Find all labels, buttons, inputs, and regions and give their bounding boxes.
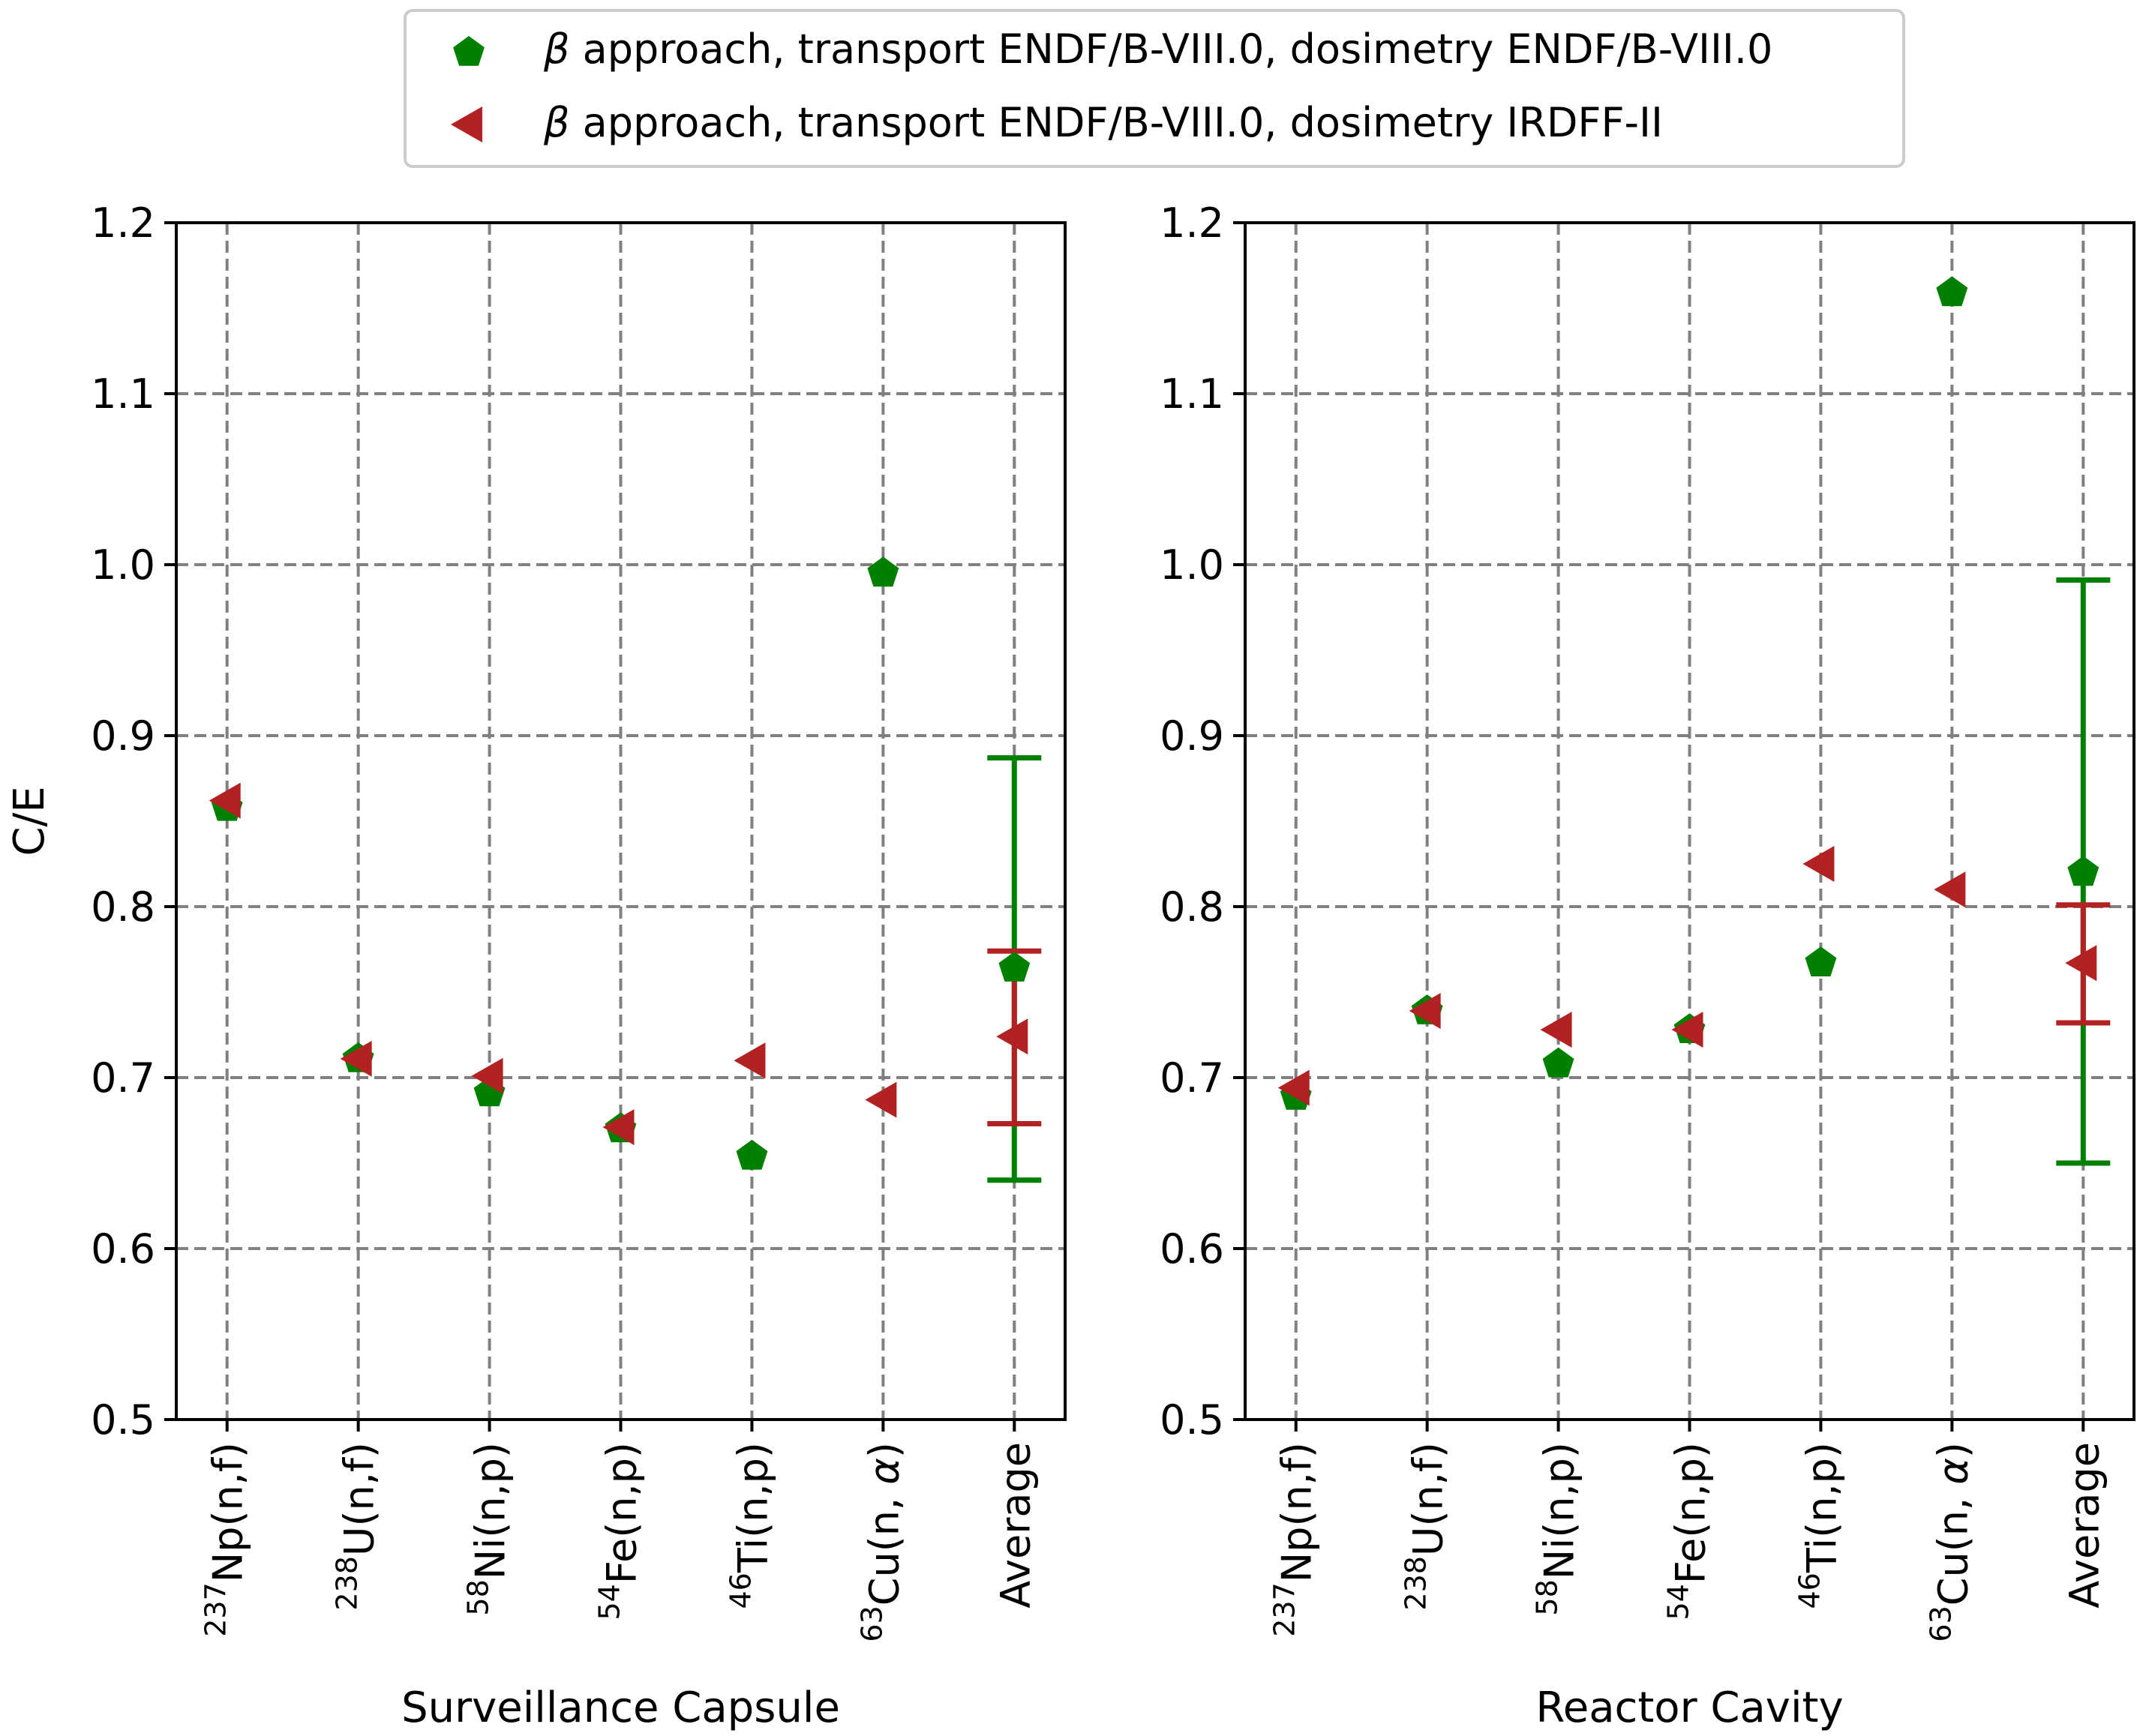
point-green-pentagon [1542, 1047, 1574, 1078]
point-green-pentagon [1936, 276, 1968, 307]
x-tick-label: 63Cu(n, α) [855, 1442, 908, 1642]
y-tick-label: 0.6 [91, 1225, 155, 1273]
x-tick-label: 63Cu(n, α) [1924, 1442, 1976, 1642]
x-axis-label: Reactor Cavity [1535, 1684, 1843, 1732]
x-tick-label: 238U(n,f) [1400, 1442, 1452, 1611]
legend-marker-green-pentagon [453, 36, 485, 66]
point-red-triangle [2065, 945, 2097, 982]
y-tick-label: 1.0 [1160, 541, 1224, 589]
x-tick-label: 46Ti(n,p) [1793, 1442, 1845, 1609]
point-red-triangle [602, 1109, 635, 1146]
point-green-pentagon [736, 1139, 768, 1170]
y-tick-label: 1.0 [91, 541, 155, 589]
point-red-triangle [471, 1057, 503, 1094]
y-tick-label: 0.5 [91, 1396, 155, 1444]
panel-surveillance-capsule: 0.5 0.6 0.7 0.8 0.9 1.0 1.1 1.2 237Np(n,f) 238U(n… [5, 199, 1067, 1732]
point-red-triangle [340, 1040, 372, 1077]
point-green-pentagon [867, 556, 899, 587]
y-axis-label: C/E [5, 786, 54, 856]
legend-label-red: β approach, transport ENDF/B-VIII.0, dos… [543, 99, 1663, 146]
panel-reactor-cavity: 0.5 0.6 0.7 0.8 0.9 1.0 1.1 1.2 237Np(n,f) 238U(n… [1160, 199, 2135, 1732]
y-tick-label: 0.7 [91, 1054, 155, 1102]
y-tick-label: 1.2 [1160, 199, 1224, 247]
legend: β approach, transport ENDF/B-VIII.0, dos… [404, 9, 1905, 168]
x-tick-label: 58Ni(n,p) [1531, 1442, 1583, 1616]
point-red-triangle [1934, 871, 1966, 908]
point-green-pentagon [2067, 856, 2099, 886]
y-tick-label: 0.8 [91, 883, 155, 931]
point-red-triangle [996, 1018, 1028, 1055]
legend-marker-red-triangle [451, 106, 482, 142]
point-red-triangle [1277, 1069, 1310, 1106]
point-red-triangle [734, 1042, 766, 1079]
point-red-triangle [1540, 1012, 1572, 1048]
x-tick-label: 46Ti(n,p) [724, 1442, 776, 1609]
point-red-triangle [1671, 1012, 1703, 1048]
point-red-triangle [209, 782, 241, 819]
x-axis-label: Surveillance Capsule [401, 1684, 840, 1732]
point-red-triangle [1802, 846, 1835, 882]
x-tick-label: 54Fe(n,p) [1662, 1442, 1715, 1621]
x-tick-label: Average [992, 1442, 1039, 1609]
x-tick-label: 238U(n,f) [331, 1442, 383, 1611]
x-tick-label: 237Np(n,f) [1268, 1442, 1321, 1637]
y-tick-label: 0.7 [1160, 1054, 1224, 1102]
y-tick-label: 1.1 [1160, 370, 1224, 418]
point-red-triangle [865, 1081, 897, 1118]
point-red-triangle [1409, 993, 1441, 1030]
y-tick-label: 0.6 [1160, 1225, 1224, 1273]
y-tick-label: 0.9 [91, 712, 155, 760]
legend-frame [404, 9, 1905, 168]
y-tick-label: 0.9 [1160, 712, 1224, 760]
x-tick-label: 237Np(n,f) [200, 1442, 252, 1637]
y-tick-label: 1.1 [91, 370, 155, 418]
y-tick-label: 0.5 [1160, 1396, 1224, 1444]
x-tick-label: 58Ni(n,p) [462, 1442, 515, 1616]
legend-item-green: β approach, transport ENDF/B-VIII.0, dos… [453, 25, 1772, 73]
y-tick-label: 1.2 [91, 199, 155, 247]
legend-item-red: β approach, transport ENDF/B-VIII.0, dos… [451, 99, 1663, 146]
y-tick-label: 0.8 [1160, 883, 1224, 931]
x-tick-label: 54Fe(n,p) [593, 1442, 646, 1621]
x-tick-label: Average [2060, 1442, 2108, 1609]
legend-label-green: β approach, transport ENDF/B-VIII.0, dos… [543, 25, 1772, 73]
point-green-pentagon [998, 952, 1031, 982]
point-green-pentagon [1805, 946, 1837, 976]
